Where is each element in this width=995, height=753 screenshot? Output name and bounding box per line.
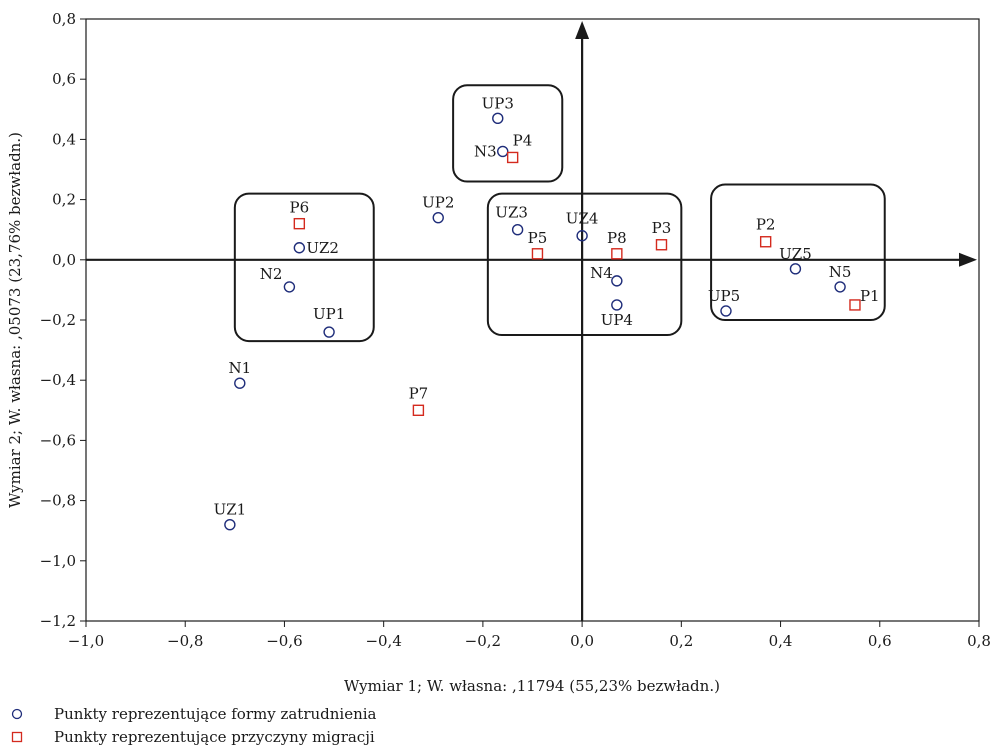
x-tick-label: 0,2 (669, 632, 693, 650)
y-tick-label: 0,8 (52, 10, 76, 28)
label-n1: N1 (228, 359, 251, 377)
cluster-left-box (233, 192, 375, 343)
y-tick-label: 0,0 (52, 251, 76, 269)
label-n2: N2 (260, 265, 283, 283)
point-uz4 (576, 230, 588, 242)
x-tick-label: −0,6 (266, 632, 302, 650)
y-tick-label: −0,4 (40, 371, 76, 389)
x-tick-label: 0,4 (769, 632, 793, 650)
label-up1: UP1 (313, 305, 345, 323)
point-uz5 (789, 263, 802, 275)
y-tick-label: −0,6 (40, 431, 76, 449)
cluster-boxes (233, 84, 886, 343)
point-p5 (531, 248, 544, 260)
label-p2: P2 (756, 216, 776, 234)
axis-ticks: −1,0 −0,8 −0,6 −0,4 −0,2 0,0 0,2 0,4 0,6 0,8 −1,2 −… (40, 10, 991, 650)
point-up4 (611, 299, 623, 311)
label-uz3: UZ3 (495, 204, 528, 222)
point-n2 (283, 281, 296, 293)
cluster-right-box (710, 183, 886, 321)
circle-marker-icon (4, 708, 30, 720)
label-p1: P1 (860, 287, 880, 305)
point-p3 (655, 239, 668, 251)
point-n1 (234, 377, 246, 389)
label-n3: N3 (474, 142, 497, 160)
point-labels: UP3 N3 UP2 UZ3 UZ4 UZ2 N2 UP1 N1 UZ1 N4 UP4 UZ5 N5 UP5… (214, 94, 880, 518)
label-uz4: UZ4 (566, 210, 599, 228)
point-p8 (611, 248, 623, 260)
x-tick-label: 0,0 (570, 632, 594, 650)
label-p4: P4 (513, 131, 533, 149)
point-up5 (720, 305, 732, 317)
x-tick-label: −0,4 (365, 632, 401, 650)
y-arrowhead-icon (575, 21, 590, 39)
y-tick-label: 0,2 (52, 191, 76, 209)
y-tick-label: −1,0 (40, 552, 76, 570)
x-tick-label: 0,8 (967, 632, 991, 650)
label-uz5: UZ5 (779, 245, 812, 263)
label-n4: N4 (590, 264, 613, 282)
point-up2 (432, 211, 444, 224)
y-tick-label: 0,4 (52, 130, 76, 148)
zero-axes (86, 21, 977, 621)
point-n3 (497, 145, 509, 158)
point-uz1 (224, 518, 236, 531)
cluster-upper-box (452, 84, 564, 183)
point-up3 (492, 112, 504, 125)
data-points (224, 112, 861, 531)
point-p6 (293, 217, 306, 230)
x-axis-title: Wymiar 1; W. własna: ,11794 (55,23% bezw… (344, 677, 720, 695)
point-n5 (834, 281, 846, 293)
y-tick-label: −0,8 (40, 492, 76, 510)
label-n5: N5 (829, 263, 852, 281)
label-p3: P3 (652, 219, 672, 237)
x-tick-label: 0,6 (868, 632, 892, 650)
label-up4: UP4 (601, 311, 633, 329)
point-p2 (759, 236, 772, 248)
label-p8: P8 (607, 229, 627, 247)
point-p1 (849, 299, 861, 311)
point-p7 (412, 404, 425, 416)
point-p4 (506, 151, 519, 164)
legend-item-square: Punkty reprezentujące przyczyny migracji (4, 728, 375, 746)
x-tick-label: −0,2 (465, 632, 501, 650)
legend-label: Punkty reprezentujące przyczyny migracji (54, 728, 375, 746)
point-up1 (323, 326, 335, 338)
label-uz2: UZ2 (306, 239, 339, 257)
point-uz2 (293, 242, 306, 254)
y-axis-title: Wymiar 2; W. własna: ,05073 (23,76% bezw… (6, 132, 24, 508)
label-up5: UP5 (708, 287, 740, 305)
label-p6: P6 (290, 199, 310, 217)
label-p7: P7 (409, 384, 429, 402)
x-tick-label: −1,0 (68, 632, 104, 650)
x-tick-label: −0,8 (167, 632, 203, 650)
x-arrowhead-icon (959, 252, 977, 267)
legend-label: Punkty reprezentujące formy zatrudnienia (54, 705, 377, 723)
y-tick-label: −1,2 (40, 612, 76, 630)
point-n4 (611, 275, 623, 287)
square-marker-icon (4, 731, 30, 743)
label-up2: UP2 (422, 194, 454, 212)
cluster-center-box (486, 192, 683, 337)
label-p5: P5 (528, 229, 548, 247)
y-tick-label: −0,2 (40, 311, 76, 329)
label-up3: UP3 (482, 94, 514, 112)
y-tick-label: 0,6 (52, 70, 76, 88)
legend-item-circle: Punkty reprezentujące formy zatrudnienia (4, 705, 377, 723)
point-uz3 (511, 223, 524, 236)
label-uz1: UZ1 (214, 501, 247, 519)
